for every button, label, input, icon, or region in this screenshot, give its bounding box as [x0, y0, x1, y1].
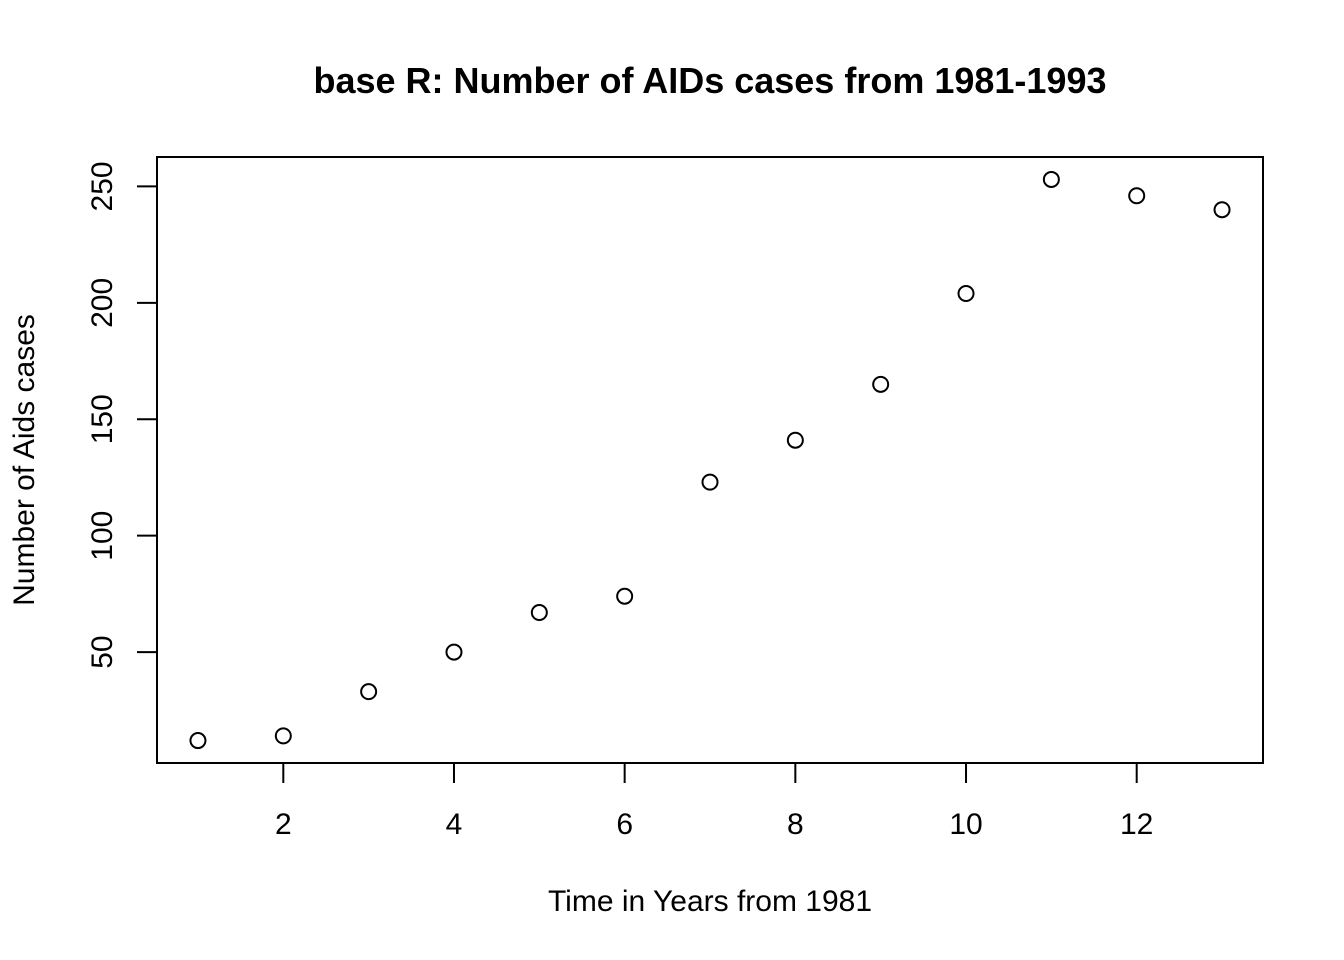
x-tick-label: 6 [616, 808, 633, 841]
data-point [616, 587, 634, 605]
plot-frame [156, 156, 1264, 764]
data-point [1128, 187, 1146, 205]
x-tick-label: 2 [275, 808, 292, 841]
data-point [957, 285, 975, 303]
x-tick-label: 10 [949, 808, 982, 841]
data-point [189, 732, 207, 750]
x-tick-label: 4 [446, 808, 463, 841]
x-axis-label: Time in Years from 1981 [548, 885, 872, 918]
data-point [1042, 170, 1060, 188]
data-point [701, 473, 719, 491]
y-axis-ticks: 50 100 150 200 250 [86, 161, 157, 669]
chart-title: base R: Number of AIDs cases from 1981-1… [313, 60, 1106, 101]
data-point [530, 604, 548, 622]
y-tick-label: 200 [86, 278, 119, 328]
y-tick-label: 250 [86, 161, 119, 211]
data-point [1213, 201, 1231, 219]
y-tick-label: 100 [86, 511, 119, 561]
y-tick-label: 150 [86, 394, 119, 444]
x-tick-label: 12 [1120, 808, 1153, 841]
data-point [274, 727, 292, 745]
x-axis-ticks: 2 4 6 8 10 12 [275, 763, 1153, 841]
data-point [786, 431, 804, 449]
data-points [189, 170, 1231, 750]
y-axis-label: Number of Aids cases [8, 314, 41, 606]
y-tick-label: 50 [86, 635, 119, 668]
data-point [872, 375, 890, 393]
x-tick-label: 8 [787, 808, 804, 841]
data-point [445, 643, 463, 661]
data-point [360, 683, 378, 701]
